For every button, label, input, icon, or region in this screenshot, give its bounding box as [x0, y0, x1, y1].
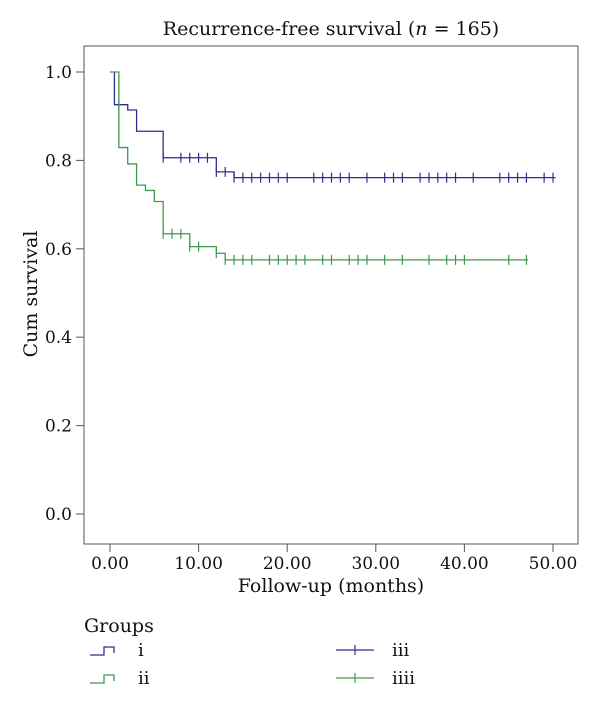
- x-tick-label: 30.00: [351, 554, 400, 574]
- chart-title-n: n: [415, 18, 427, 40]
- survival-curve-2: [110, 71, 529, 261]
- x-axis: 0.00 10.00 20.00 30.00 40.00 50.00: [91, 544, 577, 574]
- y-axis-label: Cum survival: [20, 231, 42, 358]
- chart-title-suffix: = 165): [428, 18, 500, 40]
- chart-title-prefix: Recurrence-free survival (: [163, 18, 416, 40]
- y-axis: 0.0 0.2 0.4 0.6 0.8 1.0: [45, 63, 84, 525]
- y-tick-label: 0.4: [45, 328, 72, 348]
- y-tick-label: 0.2: [45, 417, 72, 437]
- legend-step-icon: [90, 674, 115, 684]
- y-tick-label: 0.0: [45, 505, 72, 525]
- x-tick-label: 20.00: [263, 554, 312, 574]
- legend-label: i: [138, 640, 144, 661]
- legend-label: ii: [138, 668, 150, 689]
- plot-frame: [83, 45, 579, 545]
- x-tick-label: 40.00: [440, 554, 489, 574]
- x-axis-label: Follow-up (months): [238, 575, 424, 597]
- y-tick-label: 1.0: [45, 63, 72, 83]
- legend-label: iii: [392, 640, 410, 661]
- x-tick-label: 0.00: [91, 554, 129, 574]
- survival-curve-1: [113, 72, 556, 179]
- chart-title: Recurrence-free survival (n = 165): [163, 18, 499, 40]
- legend-step-icon: [90, 646, 115, 656]
- y-tick-label: 0.6: [45, 240, 72, 260]
- series-layer: [110, 71, 556, 265]
- x-tick-label: 10.00: [174, 554, 223, 574]
- x-tick-label: 50.00: [529, 554, 578, 574]
- legend-label: iiii: [392, 668, 415, 689]
- legend-title: Groups: [84, 615, 154, 637]
- y-tick-label: 0.8: [45, 151, 72, 171]
